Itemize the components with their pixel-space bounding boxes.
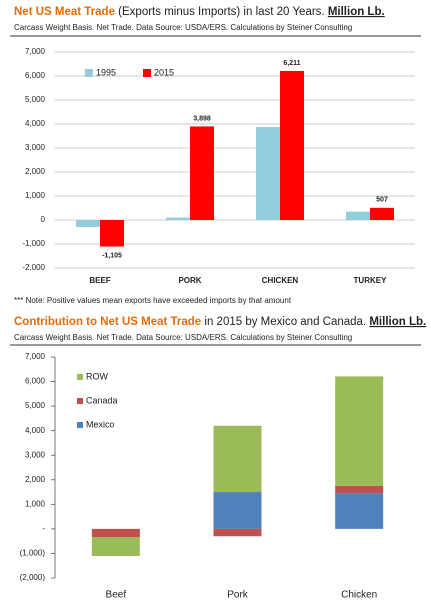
y-tick-label: 4,000 bbox=[25, 119, 46, 128]
y-tick-label: 2,000 bbox=[25, 475, 46, 484]
legend-swatch bbox=[77, 422, 83, 428]
title-part: Net US Meat Trade bbox=[14, 6, 115, 18]
chart-title: Contribution to Net US Meat Trade in 201… bbox=[14, 316, 426, 328]
bar-segment bbox=[335, 493, 384, 529]
y-tick-label: 6,000 bbox=[25, 71, 46, 80]
bar bbox=[166, 217, 190, 220]
y-tick-label: 7,000 bbox=[25, 47, 46, 56]
legend-swatch bbox=[143, 69, 151, 77]
x-tick-label: Beef bbox=[106, 590, 127, 601]
bar-segment bbox=[213, 492, 262, 529]
x-tick-label: PORK bbox=[178, 276, 201, 285]
title-part: (Exports minus Imports) in last 20 Years… bbox=[115, 6, 328, 18]
legend-swatch bbox=[77, 398, 83, 404]
x-tick-label: TURKEY bbox=[354, 276, 388, 285]
bar-segment bbox=[213, 528, 262, 537]
bar-segment bbox=[91, 536, 140, 557]
title-part: Million Lb. bbox=[369, 316, 426, 328]
chart-subtitle: Carcass Weight Basis. Net Trade. Data So… bbox=[14, 23, 352, 32]
y-tick-label: (2,000) bbox=[20, 573, 46, 582]
legend-label: Canada bbox=[86, 395, 118, 405]
chart-title: Net US Meat Trade (Exports minus Imports… bbox=[14, 6, 385, 18]
y-tick-label: 3,000 bbox=[25, 143, 46, 152]
bar-segment bbox=[91, 528, 140, 537]
legend-swatch bbox=[85, 69, 93, 77]
legend-swatch bbox=[77, 374, 83, 380]
bar-segment bbox=[335, 376, 384, 486]
bar-segment bbox=[335, 485, 384, 494]
y-tick-label: 4,000 bbox=[25, 426, 46, 435]
y-tick-label: 2,000 bbox=[25, 167, 46, 176]
value-label: 507 bbox=[376, 197, 388, 204]
value-label: -1,105 bbox=[102, 252, 122, 259]
y-tick-label: -2,000 bbox=[22, 263, 45, 272]
title-part: Contribution to Net US Meat Trade bbox=[14, 316, 201, 328]
bar bbox=[256, 127, 280, 220]
y-tick-label: 1,000 bbox=[25, 499, 46, 508]
y-tick-label: - bbox=[42, 524, 45, 533]
y-tick-label: -1,000 bbox=[22, 239, 45, 248]
x-tick-label: BEEF bbox=[89, 276, 110, 285]
chart: Net US Meat Trade (Exports minus Imports… bbox=[10, 6, 421, 285]
bar-segment bbox=[213, 425, 262, 493]
y-tick-label: 1,000 bbox=[25, 191, 46, 200]
bar bbox=[346, 211, 370, 220]
value-label: 3,898 bbox=[193, 115, 211, 122]
legend-label: ROW bbox=[86, 371, 109, 381]
y-tick-label: 6,000 bbox=[25, 377, 46, 386]
y-tick-label: 7,000 bbox=[25, 352, 46, 361]
bar bbox=[100, 220, 124, 247]
bar bbox=[370, 207, 394, 220]
y-tick-label: (1,000) bbox=[20, 549, 46, 558]
chart-subtitle: Carcass Weight Basis. Net Trade. Data So… bbox=[14, 333, 352, 342]
bar bbox=[76, 220, 100, 227]
legend-label: 2015 bbox=[154, 67, 174, 77]
y-tick-label: 5,000 bbox=[25, 95, 46, 104]
y-tick-label: 5,000 bbox=[25, 401, 46, 410]
value-label: 6,211 bbox=[283, 60, 300, 67]
title-part: Million Lb. bbox=[328, 6, 385, 18]
bar bbox=[190, 126, 214, 220]
legend-label: Mexico bbox=[86, 419, 115, 429]
y-tick-label: 3,000 bbox=[25, 450, 46, 459]
title-part: in 2015 by Mexico and Canada. bbox=[201, 316, 369, 328]
y-tick-label: 0 bbox=[41, 215, 46, 224]
bar bbox=[280, 70, 304, 220]
note: *** Note: Positive values mean exports h… bbox=[14, 296, 292, 305]
x-tick-label: Pork bbox=[227, 590, 249, 601]
x-tick-label: CHICKEN bbox=[262, 276, 299, 285]
chart: Contribution to Net US Meat Trade in 201… bbox=[10, 316, 426, 601]
x-tick-label: Chicken bbox=[341, 590, 377, 601]
legend-label: 1995 bbox=[96, 67, 116, 77]
